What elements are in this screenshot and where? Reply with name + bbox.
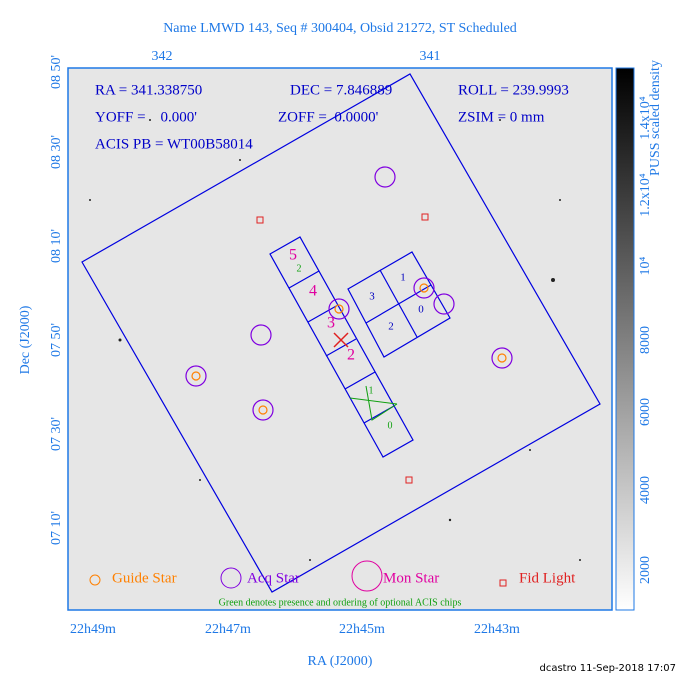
chip-label: 1 <box>369 385 374 396</box>
top-tick: 342 <box>152 49 173 64</box>
info: ZOFF = 0.0000' <box>278 109 379 125</box>
colorbar-ticks: 2000 4000 6000 8000 10⁴ 1.2x10⁴ 1.4x10⁴ … <box>638 60 663 584</box>
info: YOFF = 0.000' <box>95 109 197 125</box>
stars <box>89 119 581 561</box>
cb-label: PUSS scaled density <box>648 60 663 176</box>
legend: Guide Star Acq Star Mon Star Fid Light <box>89 560 576 592</box>
acq-stars <box>185 166 513 421</box>
chip-label: 2 <box>297 263 302 274</box>
bottom-tick: 22h49m <box>70 622 116 637</box>
note: Green denotes presence and ordering of o… <box>219 597 462 608</box>
i-array <box>347 251 451 358</box>
left-tick: 07 30' <box>49 417 64 451</box>
cb-tick: 1.4x10⁴ <box>638 96 653 140</box>
legend-icon <box>220 567 242 589</box>
chip-label: 4 <box>309 283 317 300</box>
i-labels: 1 0 3 2 <box>369 272 424 333</box>
optional-labels: 2 1 0 <box>297 263 393 431</box>
cb-tick: 1.2x10⁴ <box>638 173 653 217</box>
top-tick: 341 <box>420 49 441 64</box>
bottom-tick: 22h45m <box>339 622 385 637</box>
legend-label: Guide Star <box>112 570 177 586</box>
field-outline <box>81 73 601 593</box>
chip-label: 5 <box>289 247 297 264</box>
chip-label: 3 <box>369 291 375 303</box>
legend-icon <box>351 560 383 592</box>
title: Name LMWD 143, Seq # 300404, Obsid 21272… <box>163 21 517 36</box>
legend-label: Acq Star <box>247 570 300 586</box>
info: ROLL = 239.9993 <box>458 82 569 98</box>
chip-label: 1 <box>400 272 406 284</box>
cb-tick: 10⁴ <box>638 256 653 275</box>
s-array <box>269 236 414 458</box>
green-marker <box>349 385 398 421</box>
aimpoint <box>333 332 349 348</box>
cb-tick: 2000 <box>638 556 653 584</box>
legend-label: Fid Light <box>519 570 576 586</box>
fid-lights <box>256 213 429 484</box>
legend-icon <box>499 579 507 587</box>
chip-label: 3 <box>327 315 335 332</box>
bottom-tick: 22h43m <box>474 622 520 637</box>
left-tick: 08 50' <box>49 55 64 89</box>
legend-icon <box>89 574 101 586</box>
s-labels: 5 4 3 2 <box>289 247 355 364</box>
cb-tick: 4000 <box>638 476 653 504</box>
cb-tick: 6000 <box>638 398 653 426</box>
legend-label: Mon Star <box>383 570 439 586</box>
chip-label: 2 <box>347 347 355 364</box>
bottom-tick: 22h47m <box>205 622 251 637</box>
left-tick: 07 50' <box>49 323 64 357</box>
info: DEC = 7.846889 <box>290 82 392 98</box>
guide-stars <box>191 283 507 415</box>
info: ACIS PB = WT00B58014 <box>95 136 253 152</box>
info: ZSIM = 0 mm <box>458 109 545 125</box>
info: RA = 341.338750 <box>95 82 202 98</box>
chip-label: 0 <box>418 304 424 316</box>
x-label: RA (J2000) <box>308 654 373 669</box>
colorbar <box>615 67 635 611</box>
left-tick: 07 10' <box>49 511 64 545</box>
chip-label: 2 <box>388 321 394 333</box>
left-tick: 08 30' <box>49 135 64 169</box>
footer: dcastro 11-Sep-2018 17:07 <box>539 663 676 674</box>
left-tick: 08 10' <box>49 229 64 263</box>
chip-label: 0 <box>388 420 393 431</box>
y-label: Dec (J2000) <box>18 305 33 374</box>
cb-tick: 8000 <box>638 326 653 354</box>
